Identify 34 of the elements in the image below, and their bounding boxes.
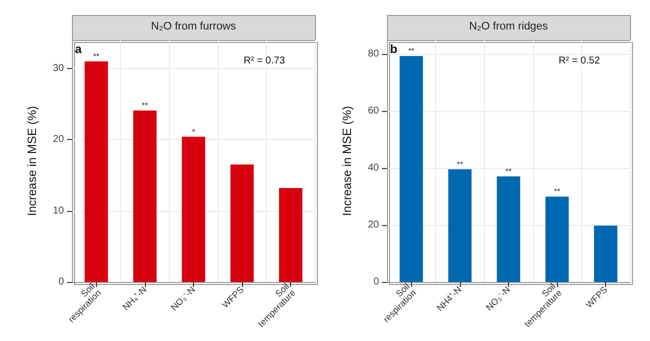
annotation: ** xyxy=(408,46,414,56)
annotation: ** xyxy=(142,100,148,110)
bar xyxy=(133,110,157,282)
annotation: ** xyxy=(93,52,100,61)
annotation: b xyxy=(390,42,398,56)
annotation: * xyxy=(192,127,196,136)
bar xyxy=(400,56,423,282)
bar xyxy=(279,188,302,282)
annotation: ** xyxy=(505,166,512,176)
bar xyxy=(182,136,206,282)
y-axis-title: Increase in MSE (%) xyxy=(340,106,354,216)
y-tick-label: 60 xyxy=(368,106,380,117)
y-tick-label: 0 xyxy=(58,276,64,288)
chart-title: N₂O from ridges xyxy=(469,20,548,32)
y-tick-label: 20 xyxy=(52,134,64,146)
annotation: R² = 0.73 xyxy=(244,56,286,66)
bar xyxy=(230,164,254,282)
bar xyxy=(84,61,108,282)
bar xyxy=(545,196,569,282)
chart-title: N₂O from furrows xyxy=(151,20,236,32)
annotation: ** xyxy=(456,160,464,169)
annotation: R² = 0.52 xyxy=(558,56,600,66)
y-tick-label: 80 xyxy=(368,48,380,60)
y-tick-label: 30 xyxy=(52,62,64,74)
y-tick-label: 0 xyxy=(373,276,380,288)
bar xyxy=(594,226,618,282)
bar xyxy=(448,169,472,282)
bar xyxy=(496,176,520,282)
y-tick-label: 40 xyxy=(368,162,380,174)
y-axis-title: Increase in MSE (%) xyxy=(25,106,39,216)
annotation: ** xyxy=(554,187,560,196)
annotation: a xyxy=(75,42,82,56)
y-tick-label: 20 xyxy=(368,220,380,231)
y-tick-label: 10 xyxy=(52,205,64,216)
